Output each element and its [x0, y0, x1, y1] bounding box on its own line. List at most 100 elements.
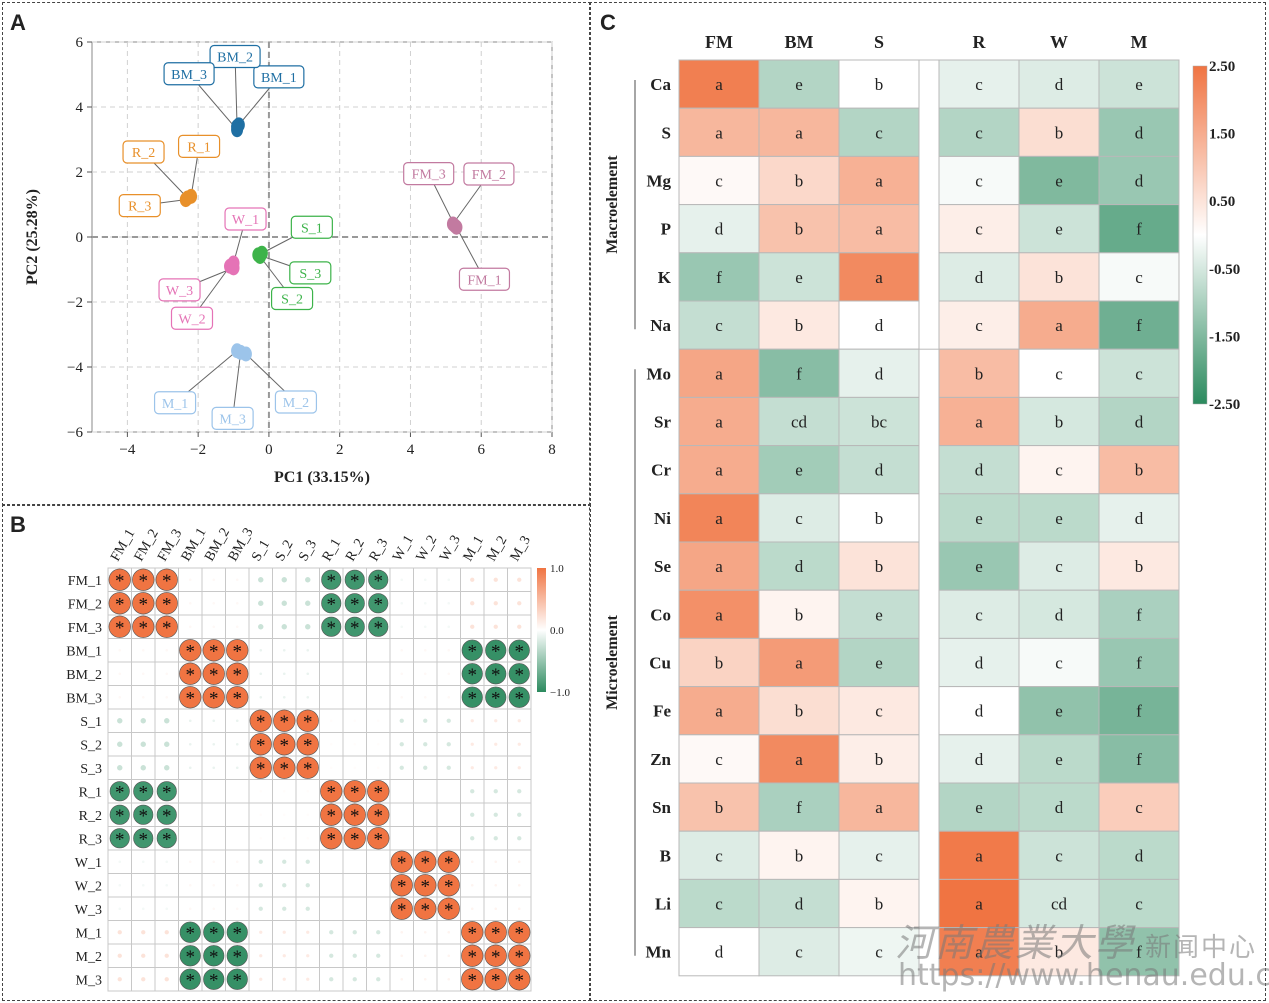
- cell-letter: e: [1055, 702, 1063, 721]
- correlation-circle: [226, 921, 248, 943]
- correlation-circle: [305, 859, 310, 864]
- correlation-circle: [258, 906, 263, 911]
- correlation-circle: [118, 648, 122, 652]
- x-axis-label: PC1 (33.15%): [274, 469, 370, 486]
- correlation-circle: [447, 625, 451, 629]
- correlation-circle: [140, 765, 146, 771]
- y-tick-label: 4: [76, 100, 84, 116]
- correlation-circle: [400, 625, 404, 629]
- panel-c: [589, 2, 1266, 1001]
- correlation-circle: [118, 672, 122, 676]
- correlation-circle: [470, 836, 475, 841]
- column-label: M_1: [461, 534, 487, 564]
- correlation-circle: [188, 766, 192, 770]
- column-label: R: [973, 32, 987, 52]
- cell-letter: d: [795, 895, 804, 914]
- significance-mark: *: [139, 806, 149, 827]
- correlation-circle: [235, 766, 239, 770]
- correlation-circle: [202, 639, 225, 662]
- heatmap-cell: [1098, 782, 1180, 832]
- correlation-circle: [437, 874, 460, 897]
- correlation-circle: [165, 907, 169, 911]
- x-tick-label: 6: [477, 442, 485, 458]
- correlation-circle: [493, 624, 498, 629]
- correlation-circle: [485, 639, 507, 661]
- correlation-circle: [367, 780, 390, 803]
- x-tick-label: 4: [407, 442, 415, 458]
- cell-letter: e: [795, 461, 803, 480]
- heatmap-cell: [758, 204, 840, 254]
- correlation-circle: [423, 954, 427, 958]
- cell-letter: d: [975, 750, 984, 769]
- correlation-circle: [321, 616, 342, 637]
- correlation-circle: [212, 719, 216, 723]
- watermark-url: https://www.henau.edu.cn: [898, 958, 1269, 993]
- cell-letter: e: [1135, 75, 1143, 94]
- significance-mark: *: [350, 806, 360, 827]
- correlation-circle: [273, 709, 296, 732]
- correlation-circle: [470, 601, 475, 606]
- panel-label-a: A: [10, 10, 26, 35]
- group-label: Microelement: [604, 614, 621, 709]
- heatmap-cell: [938, 204, 1020, 254]
- correlation-circle: [508, 663, 530, 685]
- correlation-circle: [470, 577, 475, 582]
- correlation-circle: [141, 930, 146, 935]
- correlation-circle: [344, 593, 365, 614]
- correlation-circle: [400, 601, 404, 605]
- correlation-circle: [423, 765, 428, 770]
- heatmap-cell: [678, 348, 760, 398]
- cell-letter: b: [795, 172, 804, 191]
- x-tick-label: −4: [119, 442, 135, 458]
- row-label: S_1: [80, 715, 102, 730]
- colorbar-tick-label: 2.50: [1209, 59, 1235, 75]
- correlation-circle: [306, 930, 310, 934]
- correlation-circle: [259, 648, 263, 652]
- correlation-circle: [132, 568, 155, 591]
- correlation-circle: [400, 930, 404, 934]
- significance-mark: *: [186, 947, 196, 968]
- heatmap-cell: [1018, 637, 1100, 688]
- correlation-circle: [305, 577, 311, 583]
- correlation-circle: [259, 977, 263, 981]
- point-label: BM_2: [217, 51, 253, 66]
- cell-letter: e: [875, 605, 883, 624]
- significance-mark: *: [374, 594, 384, 615]
- row-label: FM_1: [68, 574, 102, 589]
- data-point-W_3: [227, 260, 240, 276]
- correlation-circle: [493, 577, 498, 582]
- point-label-box: [224, 207, 267, 231]
- row-label: S_3: [80, 762, 102, 777]
- point-label-box: [209, 44, 261, 69]
- cell-letter: c: [1135, 268, 1143, 287]
- heatmap-cell: [1098, 541, 1180, 591]
- cell-letter: a: [875, 268, 883, 287]
- correlation-circle: [508, 921, 531, 944]
- significance-mark: *: [397, 900, 407, 921]
- correlation-circle: [306, 813, 310, 817]
- heatmap-cell: [758, 686, 840, 736]
- correlation-circle: [282, 813, 286, 817]
- cell-letter: d: [715, 220, 724, 239]
- correlation-circle: [343, 827, 366, 850]
- cell-letter: f: [796, 364, 802, 383]
- correlation-circle: [188, 742, 192, 746]
- column-label: S_3: [296, 538, 320, 564]
- correlation-circle: [376, 930, 381, 935]
- panel-b: [2, 504, 591, 1001]
- cell-letter: b: [795, 316, 804, 335]
- correlation-circle: [259, 813, 263, 817]
- correlation-circle: [446, 718, 451, 723]
- cell-letter: c: [715, 316, 723, 335]
- y-tick-label: −4: [67, 360, 83, 376]
- correlation-circle: [188, 719, 192, 723]
- correlation-circle: [517, 883, 521, 887]
- heatmap-cell: [838, 637, 920, 688]
- significance-mark: *: [350, 782, 360, 803]
- significance-mark: *: [374, 571, 384, 592]
- heatmap-cell: [1098, 445, 1180, 495]
- correlation-circle: [141, 907, 145, 911]
- correlation-circle: [273, 733, 296, 756]
- significance-mark: *: [139, 571, 149, 592]
- correlation-circle: [202, 686, 225, 709]
